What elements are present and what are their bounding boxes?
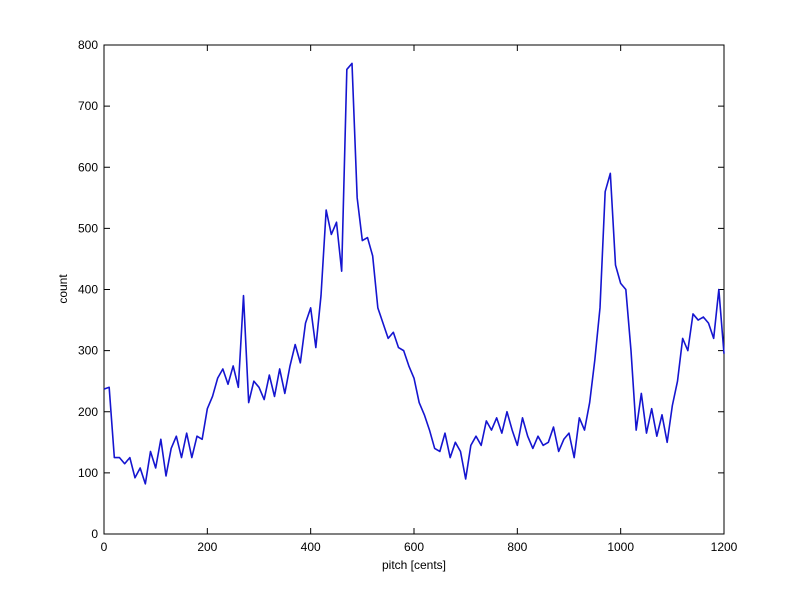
x-axis-label: pitch [cents] (382, 558, 446, 572)
y-tick-label: 100 (78, 466, 98, 480)
x-tick-label: 200 (197, 540, 217, 554)
y-tick-label: 500 (78, 221, 98, 235)
y-tick-label: 600 (78, 160, 98, 174)
y-tick-label: 400 (78, 283, 98, 297)
y-tick-label: 0 (91, 527, 98, 541)
x-tick-label: 400 (301, 540, 321, 554)
y-tick-label: 800 (78, 38, 98, 52)
x-tick-label: 600 (404, 540, 424, 554)
plot-frame (103, 44, 725, 535)
x-tick-label: 1200 (711, 540, 738, 554)
x-tick-label: 0 (101, 540, 108, 554)
y-tick-label: 300 (78, 344, 98, 358)
y-tick-label: 200 (78, 405, 98, 419)
y-tick-label: 700 (78, 99, 98, 113)
data-line (103, 62, 725, 485)
y-axis-label: count (56, 274, 70, 304)
x-tick-label: 800 (507, 540, 527, 554)
x-tick-label: 1000 (607, 540, 634, 554)
